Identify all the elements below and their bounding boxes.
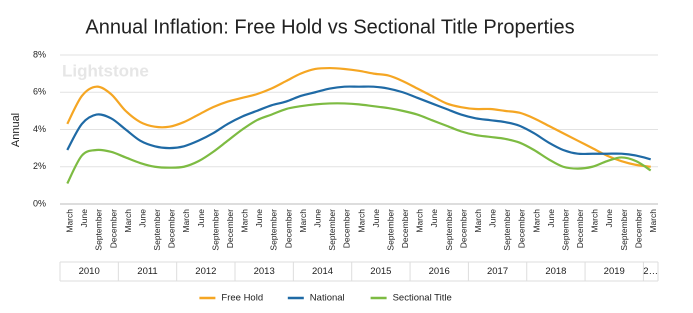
chart-title: Annual Inflation: Free Hold vs Sectional… [85,16,574,38]
x-group-label: 2017 [487,266,508,277]
x-tick-label: December [575,209,585,248]
x-tick-label: March [240,209,250,233]
x-tick-label: June [196,209,206,228]
x-group-label: 2019 [604,266,625,277]
x-tick-label: September [444,209,454,251]
x-tick-label: June [137,209,147,228]
x-tick-label: September [210,209,220,251]
watermark: Lightstone [62,61,149,80]
x-tick-label: March [356,209,366,233]
x-tick-label: September [327,209,337,251]
y-tick-label: 0% [33,198,46,208]
line-series [66,102,652,185]
y-tick-label: 8% [33,49,46,59]
x-tick-label: March [531,209,541,233]
x-tick-label: December [458,209,468,248]
x-tick-label: September [269,209,279,251]
x-group-label: 2013 [254,266,275,277]
x-tick-label: December [283,209,293,248]
x-tick-label: June [312,209,322,228]
legend-label: Free Hold [221,293,263,304]
x-group-label: 2016 [429,266,450,277]
x-tick-label: June [254,209,264,228]
x-tick-label: September [385,209,395,251]
y-tick-label: 4% [33,124,46,134]
x-tick-label: March [590,209,600,233]
line-series [66,85,651,161]
y-tick-label: 2% [33,161,46,171]
y-tick-label: 6% [33,87,46,97]
x-tick-label: December [167,209,177,248]
legend-label: National [310,293,345,304]
x-group-label: 2010 [79,266,100,277]
x-group-label: 2012 [195,266,216,277]
x-group-label: 2011 [137,266,157,277]
x-tick-label: March [415,209,425,233]
x-tick-label: March [298,209,308,233]
x-tick-label: March [123,209,133,233]
x-tick-label: September [619,209,629,251]
x-tick-label: June [79,209,89,228]
x-tick-label: March [648,209,658,233]
x-tick-label: June [546,209,556,228]
x-tick-label: December [400,209,410,248]
x-tick-label: June [604,209,614,228]
x-tick-label: September [94,209,104,251]
x-tick-label: December [342,209,352,248]
x-tick-label: March [65,209,75,233]
legend-label: Sectional Title [393,293,452,304]
x-tick-label: December [517,209,527,248]
x-tick-label: December [108,209,118,248]
x-tick-label: September [560,209,570,251]
x-tick-label: September [502,209,512,251]
x-tick-label: September [152,209,162,251]
x-group-label: 2015 [370,266,391,277]
x-tick-label: March [181,209,191,233]
x-tick-label: June [488,209,498,228]
x-tick-label: March [473,209,483,233]
x-group-label: 2018 [545,266,566,277]
x-group-label: 2… [643,266,658,277]
x-tick-label: June [371,209,381,228]
x-tick-label: December [225,209,235,248]
line-series [66,66,651,168]
x-tick-label: June [429,209,439,228]
y-axis-label: Annual [10,113,22,147]
x-group-label: 2014 [312,266,333,277]
x-tick-label: December [633,209,643,248]
